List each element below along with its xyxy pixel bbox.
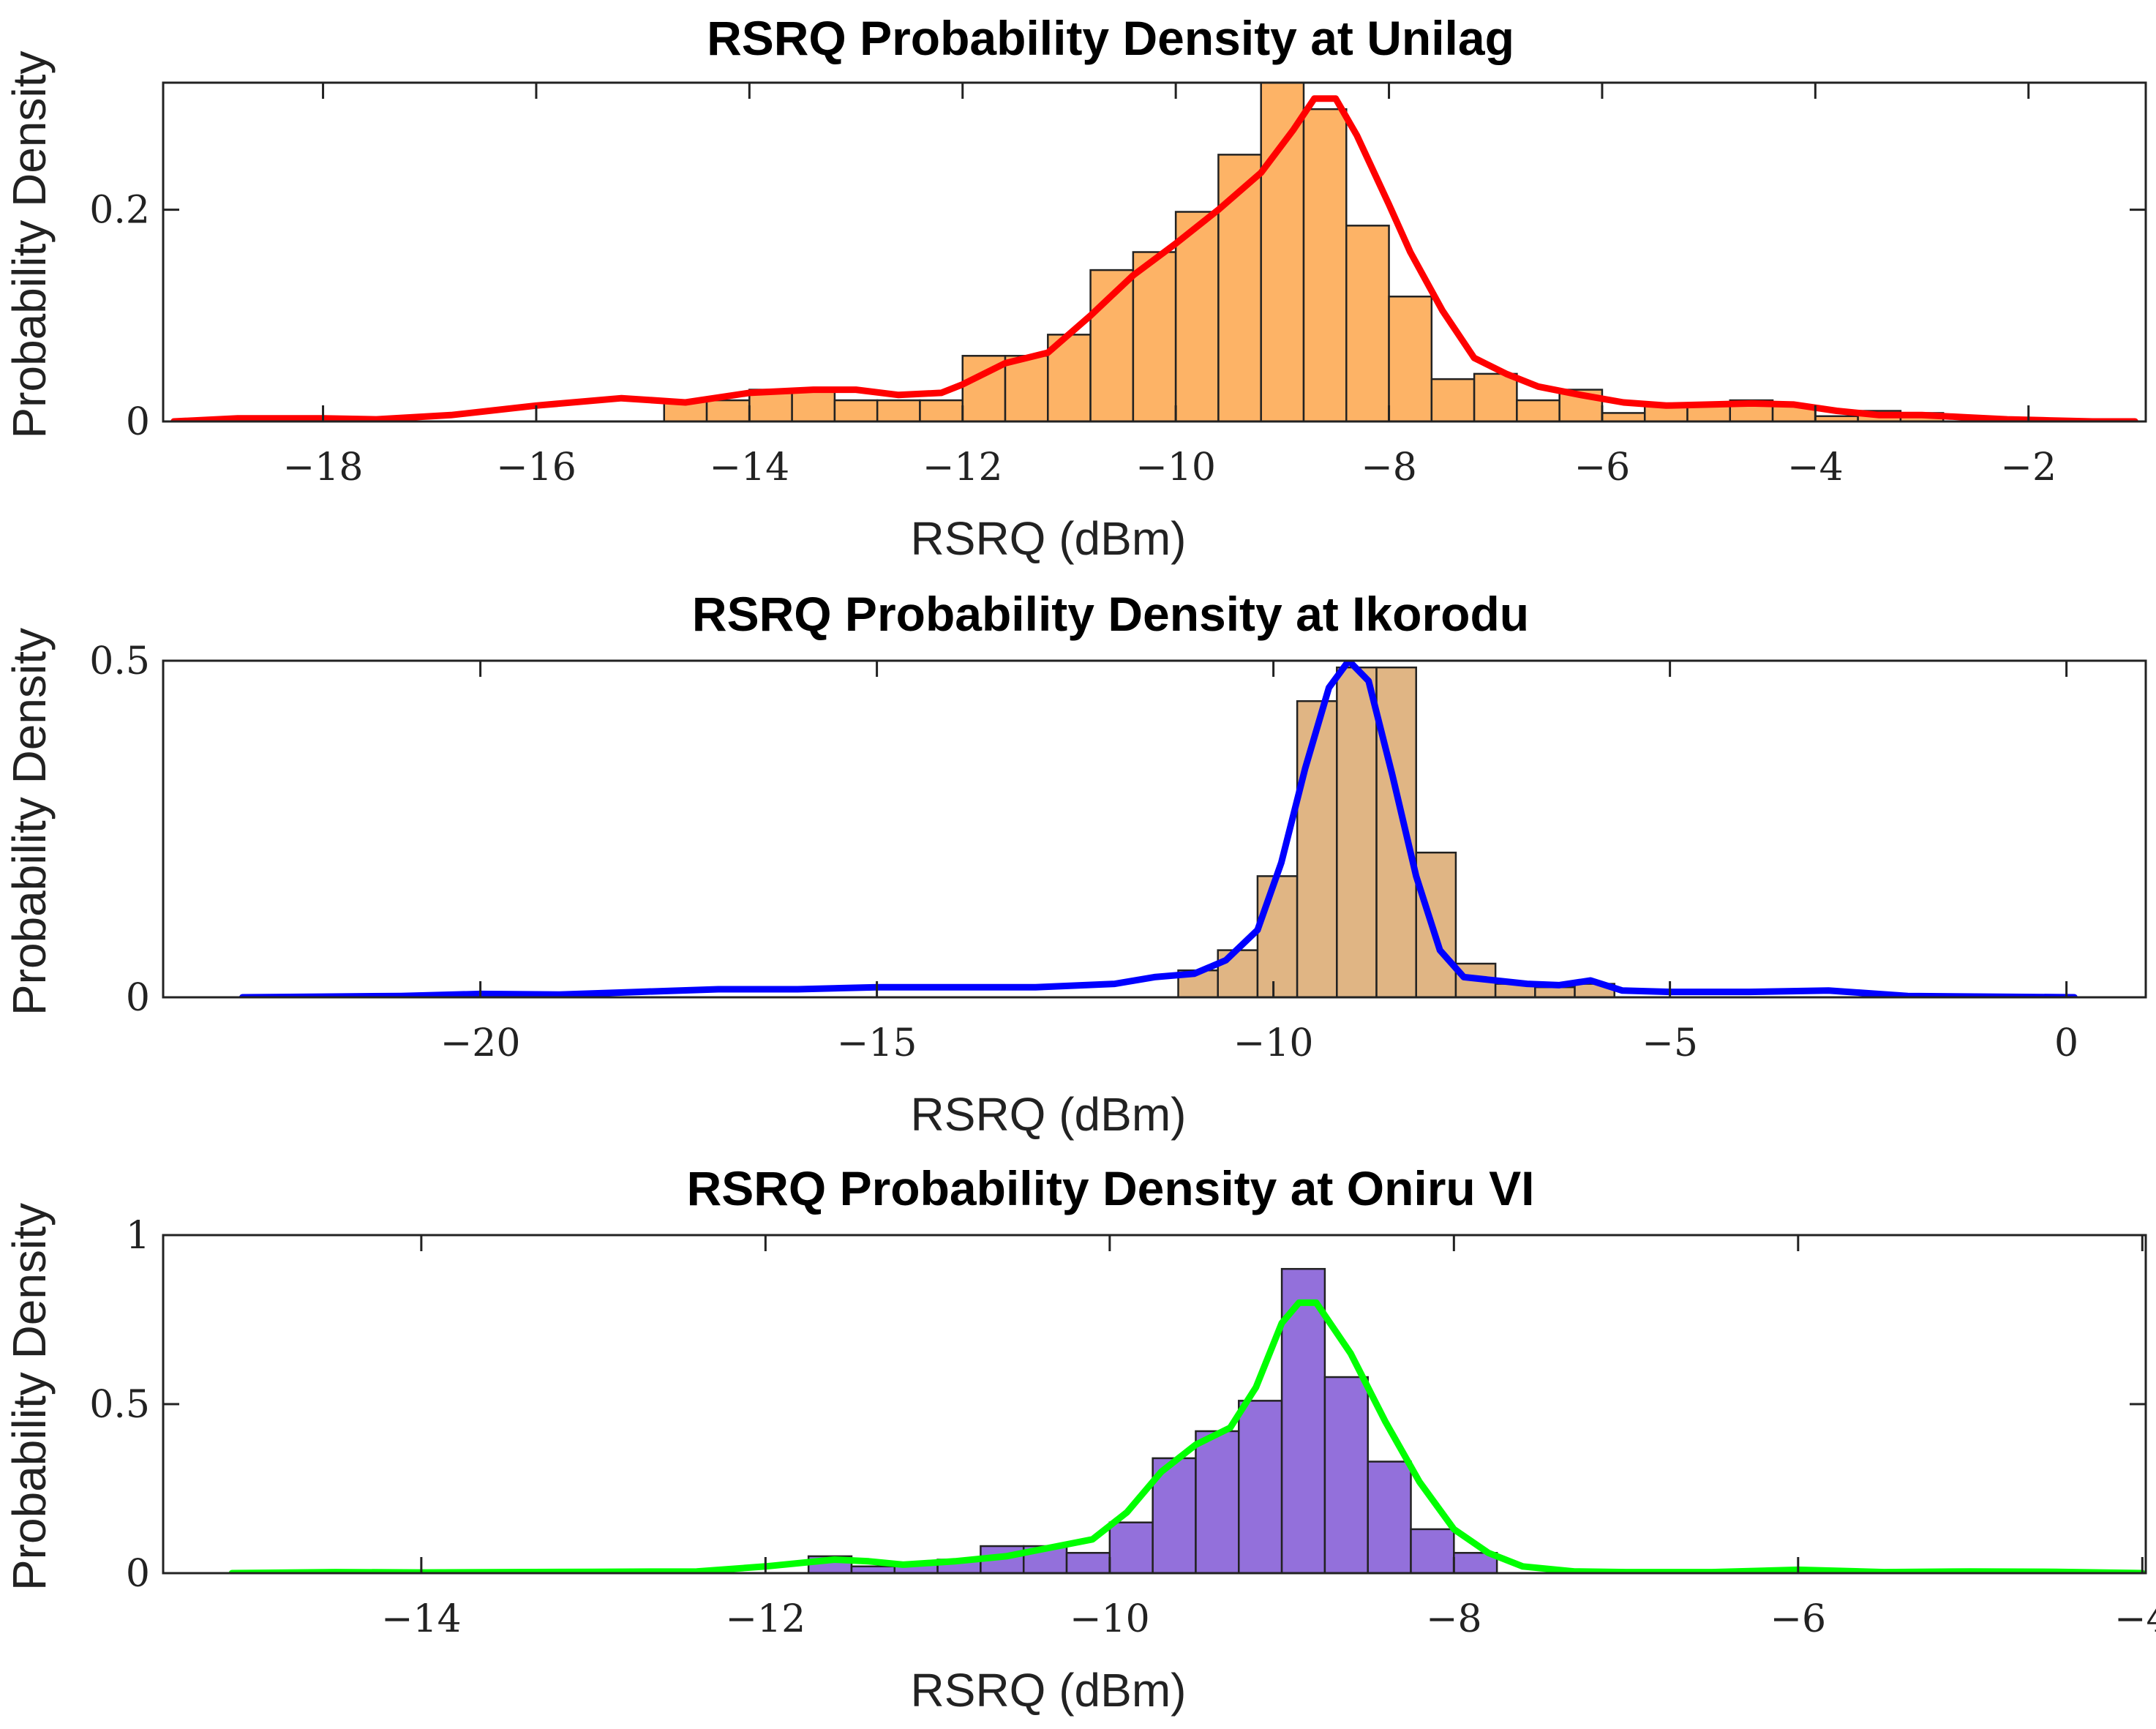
x-tick-label: −15: [837, 1021, 917, 1065]
y-tick-label: 1: [126, 1214, 150, 1258]
x-tick-label: −16: [496, 446, 576, 490]
x-tick-label: −10: [1070, 1597, 1150, 1641]
y-tick-label: 0.2: [89, 189, 150, 233]
histogram-bar: [1367, 1460, 1412, 1573]
histogram-bar: [1534, 986, 1576, 997]
y-axis-label: Probability Density: [3, 1203, 56, 1591]
histogram-bar: [1256, 875, 1299, 997]
chart-panel-3: RSRQ Probability Density at Oniru VI −14 −…: [3, 1161, 2156, 1717]
y-tick-label: 0.5: [89, 640, 150, 683]
histogram-bar: [1238, 1400, 1283, 1573]
histogram-bar: [1336, 666, 1378, 997]
chart-title: RSRQ Probability Density at Unilag: [707, 11, 1514, 65]
histogram-bar: [1601, 412, 1646, 421]
x-tick-label: −6: [1574, 446, 1631, 490]
y-axis-label: Probability Density: [3, 628, 56, 1016]
histogram-bar: [1174, 211, 1220, 421]
histogram-bars: [1177, 666, 1615, 997]
histogram-bar: [1345, 225, 1390, 421]
y-tick-label: 0.5: [89, 1383, 150, 1427]
density-curve: [170, 95, 2138, 421]
histogram-bar: [791, 389, 836, 421]
histogram-bar: [705, 399, 751, 421]
histogram-bar: [1065, 1552, 1111, 1573]
histogram-bar: [1375, 666, 1417, 997]
chart-title: RSRQ Probability Density at Ikorodu: [692, 587, 1529, 641]
x-tick-label: −14: [381, 1597, 462, 1641]
x-tick-label: −4: [1787, 446, 1844, 490]
histogram-bars: [663, 83, 1945, 421]
x-tick-label: −8: [1426, 1597, 1482, 1641]
x-axis-label: RSRQ (dBm): [911, 1088, 1187, 1141]
x-tick-label: −12: [923, 446, 1003, 490]
x-axis-label: RSRQ (dBm): [911, 1664, 1187, 1717]
histogram-bar: [1302, 108, 1348, 421]
x-tick-label: −10: [1233, 1021, 1314, 1065]
x-axis-label: RSRQ (dBm): [911, 512, 1187, 565]
histogram-bar: [1132, 251, 1177, 421]
histogram-bar: [1195, 1430, 1240, 1573]
chart-panel-1: RSRQ Probability Density at Unilag −18 −16…: [3, 11, 2147, 565]
x-tick-label: −5: [1642, 1021, 1698, 1065]
x-tick-label: 0: [2054, 1021, 2078, 1065]
density-curve: [238, 661, 2078, 997]
histogram-bar: [1108, 1521, 1154, 1573]
histogram-bar: [1260, 83, 1305, 421]
histogram-bar: [1473, 372, 1518, 421]
histogram-bar: [1410, 1528, 1455, 1573]
y-tick-label: 0: [126, 976, 150, 1020]
x-tick-label: −12: [725, 1597, 805, 1641]
chart-panel-2: RSRQ Probability Density at Ikorodu −20 −1…: [3, 587, 2147, 1141]
histogram-bar: [1217, 949, 1259, 997]
histogram-bar: [1430, 378, 1476, 421]
axes-frame: [162, 81, 2147, 423]
histogram-bar: [1415, 851, 1457, 997]
y-axis-label: Probability Density: [3, 51, 56, 439]
x-tick-label: −20: [440, 1021, 521, 1065]
histogram-bar: [833, 399, 879, 421]
histogram-bar: [1004, 355, 1049, 421]
axes-frame: [162, 659, 2147, 999]
y-tick-label: 0: [126, 400, 150, 444]
x-tick-label: −4: [2114, 1597, 2156, 1641]
x-tick-label: −10: [1135, 446, 1216, 490]
x-tick-label: −18: [283, 446, 364, 490]
chart-title: RSRQ Probability Density at Oniru VI: [687, 1161, 1535, 1215]
x-tick-label: −2: [2000, 446, 2057, 490]
histogram-bar: [919, 399, 964, 421]
x-tick-label: −8: [1361, 446, 1417, 490]
x-tick-label: −6: [1770, 1597, 1826, 1641]
histogram-bar: [1388, 296, 1433, 421]
histogram-bars: [807, 1267, 1498, 1573]
histogram-bar: [1296, 700, 1338, 997]
histogram-bar: [876, 399, 921, 421]
histogram-bar: [1323, 1376, 1369, 1573]
histogram-bar: [1516, 399, 1560, 421]
x-tick-label: −14: [709, 446, 789, 490]
y-tick-label: 0: [126, 1552, 150, 1596]
